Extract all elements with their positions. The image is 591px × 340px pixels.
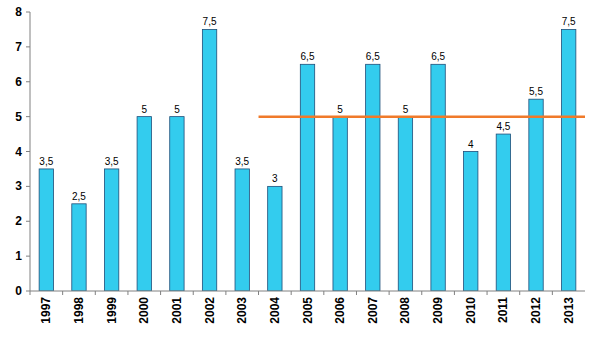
y-tick-label: 2 xyxy=(15,214,22,228)
bar xyxy=(561,29,575,291)
data-label: 2,5 xyxy=(72,191,86,202)
data-label: 5 xyxy=(403,104,409,115)
data-label: 5,5 xyxy=(529,86,543,97)
bar xyxy=(529,99,543,291)
y-tick-label: 7 xyxy=(15,40,22,54)
x-tick xyxy=(454,291,455,295)
y-tick xyxy=(26,291,30,292)
x-tick-label: 2000 xyxy=(137,297,151,324)
data-label: 3,5 xyxy=(39,156,53,167)
y-tick-label: 5 xyxy=(15,110,22,124)
bar xyxy=(431,64,445,291)
x-tick xyxy=(323,291,324,295)
x-tick xyxy=(160,291,161,295)
data-label: 3,5 xyxy=(235,156,249,167)
data-label: 3 xyxy=(272,173,278,184)
bar xyxy=(39,169,53,291)
y-tick-label: 6 xyxy=(15,75,22,89)
x-tick xyxy=(127,291,128,295)
bars xyxy=(39,29,576,291)
x-axis xyxy=(30,291,585,292)
x-tick xyxy=(552,291,553,295)
x-tick xyxy=(95,291,96,295)
x-tick xyxy=(356,291,357,295)
bar xyxy=(170,117,184,291)
data-label: 7,5 xyxy=(203,16,217,27)
x-tick-label: 2007 xyxy=(366,297,380,324)
bar xyxy=(366,64,380,291)
y-tick xyxy=(26,12,30,13)
x-tick xyxy=(291,291,292,295)
x-tick-label: 2005 xyxy=(301,297,315,324)
y-tick xyxy=(26,221,30,222)
x-tick xyxy=(193,291,194,295)
y-tick xyxy=(26,186,30,187)
bar xyxy=(333,117,347,291)
data-label: 4,5 xyxy=(496,121,510,132)
x-tick-label: 1999 xyxy=(105,297,119,324)
data-label: 6,5 xyxy=(301,51,315,62)
bar xyxy=(464,152,478,292)
x-tick-label: 2002 xyxy=(203,297,217,324)
y-tick xyxy=(26,151,30,152)
bar xyxy=(398,117,412,291)
x-tick-label: 2004 xyxy=(268,297,282,324)
x-tick xyxy=(30,291,31,295)
y-tick-label: 4 xyxy=(15,145,22,159)
y-tick xyxy=(26,256,30,257)
x-tick-label: 2011 xyxy=(496,297,510,323)
bar xyxy=(496,134,510,291)
x-tick-label: 1997 xyxy=(39,297,53,324)
x-tick-label: 2001 xyxy=(170,297,184,324)
reference-line xyxy=(259,115,585,118)
x-tick-label: 2013 xyxy=(562,297,576,324)
data-label: 7,5 xyxy=(562,16,576,27)
x-tick-label: 2003 xyxy=(235,297,249,324)
bar xyxy=(137,117,151,291)
chart: 0 1 2 3 4 5 6 7 8 3,5 2,5 3,5 5 5 7,5 3,5 3 6,5 5 6,5 5 6,5 4 4… xyxy=(0,0,591,340)
data-label: 5 xyxy=(337,104,343,115)
x-tick xyxy=(519,291,520,295)
bar xyxy=(202,29,216,291)
bar xyxy=(268,186,282,291)
y-tick xyxy=(26,116,30,117)
data-label: 4 xyxy=(468,139,474,150)
data-label: 6,5 xyxy=(366,51,380,62)
data-label: 3,5 xyxy=(105,156,119,167)
x-tick-label: 2008 xyxy=(398,297,412,324)
x-tick xyxy=(487,291,488,295)
x-tick-label: 2009 xyxy=(431,297,445,324)
x-tick xyxy=(225,291,226,295)
y-tick-label: 0 xyxy=(15,284,22,298)
x-tick-label: 1998 xyxy=(72,297,86,324)
x-tick xyxy=(62,291,63,295)
y-axis xyxy=(30,12,31,291)
x-tick xyxy=(258,291,259,295)
data-label: 5 xyxy=(141,104,147,115)
x-tick xyxy=(421,291,422,295)
x-tick-label: 2006 xyxy=(333,297,347,324)
bar xyxy=(104,169,118,291)
y-tick xyxy=(26,81,30,82)
x-tick xyxy=(389,291,390,295)
y-tick-label: 3 xyxy=(15,179,22,193)
x-tick-label: 2010 xyxy=(464,297,478,324)
bar xyxy=(235,169,249,291)
y-tick-label: 1 xyxy=(15,249,22,263)
x-tick-label: 2012 xyxy=(529,297,543,324)
data-label: 6,5 xyxy=(431,51,445,62)
y-tick-label: 8 xyxy=(15,5,22,19)
y-tick xyxy=(26,46,30,47)
bar xyxy=(300,64,314,291)
data-label: 5 xyxy=(174,104,180,115)
bar xyxy=(72,204,86,291)
